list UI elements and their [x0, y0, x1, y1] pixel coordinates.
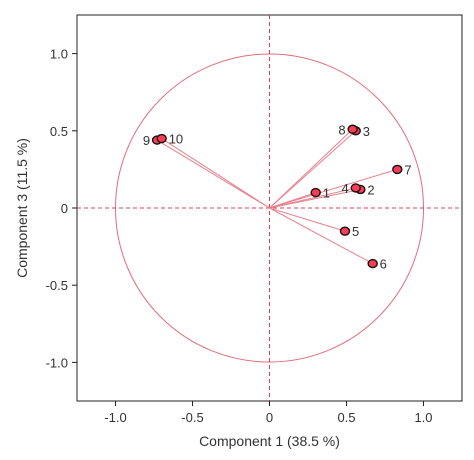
loading-vector-7	[269, 168, 398, 209]
point-label-4: 4	[342, 181, 349, 196]
loading-vector-4	[269, 187, 356, 209]
axes-layer: -1.0 -0.5 0 0.5 1.0 1.0 0.5 0 -0.5 -1.0 Component …	[14, 47, 433, 449]
y-axis-title: Component 3 (11.5 %)	[14, 138, 30, 278]
point-labels-layer: 1 2 3 4 5 6 7 8 9 10	[143, 122, 412, 271]
y-tick-label: 0.5	[50, 124, 68, 139]
point-marker-6	[367, 258, 378, 269]
point-label-8: 8	[338, 122, 345, 137]
point-label-9: 9	[143, 133, 150, 148]
point-marker-8	[347, 124, 358, 134]
point-label-7: 7	[404, 162, 411, 177]
vectors-layer	[156, 128, 398, 265]
y-tick-label: -0.5	[46, 278, 68, 293]
loading-vector-6	[269, 207, 373, 265]
x-tick-label: -0.5	[181, 410, 203, 425]
point-marker-4	[350, 183, 361, 193]
point-label-6: 6	[380, 257, 387, 272]
point-marker-5	[339, 226, 351, 236]
point-marker-1	[310, 187, 321, 198]
point-label-10: 10	[169, 132, 183, 147]
x-tick-label: -1.0	[104, 410, 126, 425]
y-tick-label: 1.0	[50, 47, 68, 62]
loading-vector-9	[156, 139, 270, 209]
points-layer	[151, 124, 403, 269]
point-label-3: 3	[363, 124, 370, 139]
point-marker-10	[156, 133, 167, 144]
loading-vector-5	[269, 207, 346, 232]
point-label-1: 1	[323, 186, 330, 201]
x-axis-title: Component 1 (38.5 %)	[199, 433, 340, 449]
x-tick-label: 1.0	[414, 410, 432, 425]
x-tick-label: 0	[266, 410, 273, 425]
loading-vector-10	[161, 138, 270, 209]
loading-vector-3	[269, 130, 357, 209]
point-marker-7	[392, 164, 403, 175]
point-label-2: 2	[367, 182, 374, 197]
y-tick-label: 0	[61, 201, 68, 216]
y-tick-label: -1.0	[46, 355, 68, 370]
loading-vector-8	[269, 128, 354, 209]
x-tick-label: 0.5	[337, 410, 355, 425]
point-label-5: 5	[352, 224, 359, 239]
